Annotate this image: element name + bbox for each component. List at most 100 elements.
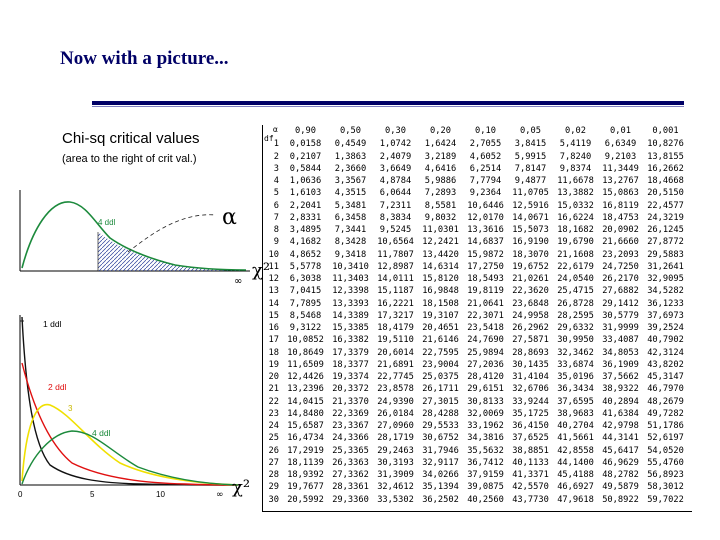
critical-value-cell: 39,0875: [467, 482, 504, 493]
critical-value-cell: 10,0852: [287, 335, 324, 346]
critical-value-cell: 12,3398: [332, 286, 369, 297]
df-cell: 26: [268, 445, 279, 456]
infinity-label: ∞: [234, 276, 242, 287]
critical-value-cell: 40,1133: [512, 457, 549, 468]
critical-value-cell: 33,5302: [377, 494, 414, 505]
critical-value-cell: 13,4420: [422, 249, 459, 260]
table-row: 18 10,8649 17,3379 20,6014 22,7595 25,9894 28,…: [263, 347, 688, 359]
critical-value-cell: 50,8922: [602, 494, 639, 505]
table-row: 28 18,9392 27,3362 31,3909 34,0266 37,9159 41,…: [263, 470, 688, 482]
critical-value-cell: 2,2041: [289, 200, 322, 211]
critical-value-cell: 34,0266: [422, 470, 459, 481]
critical-value-cell: 18,1139: [287, 457, 324, 468]
critical-value-cell: 11,6509: [287, 359, 324, 370]
critical-value-cell: 40,7902: [647, 335, 684, 346]
critical-value-cell: 10,8649: [287, 347, 324, 358]
column-header: 0,20: [430, 126, 451, 137]
critical-value-cell: 7,2893: [424, 188, 457, 199]
critical-value-cell: 28,4288: [422, 408, 459, 419]
curve-label-3ddl: 3: [68, 404, 73, 413]
critical-value-cell: 30,9950: [557, 335, 594, 346]
critical-value-cell: 16,9848: [422, 286, 459, 297]
table-row: 26 17,2919 25,3365 29,2463 31,7946 35,5632 38,…: [263, 445, 688, 457]
critical-value-cell: 34,8053: [602, 347, 639, 358]
critical-value-cell: 21,1608: [557, 249, 594, 260]
critical-value-cell: 21,6146: [422, 335, 459, 346]
critical-value-cell: 5,3481: [334, 200, 367, 211]
critical-value-cell: 43,8202: [647, 359, 684, 370]
critical-value-cell: 11,6678: [557, 176, 594, 187]
df-cell: 14: [268, 298, 279, 309]
critical-value-cell: 11,3449: [602, 163, 639, 174]
critical-value-cell: 16,3382: [332, 335, 369, 346]
table-row: 9 4,1682 8,3428 10,6564 12,2421 14,6837 16,919…: [263, 237, 688, 249]
critical-value-cell: 29,6332: [557, 323, 594, 334]
critical-value-cell: 29,1412: [602, 298, 639, 309]
critical-value-cell: 42,8558: [557, 445, 594, 456]
critical-value-cell: 1,3863: [334, 151, 367, 162]
table-row: 17 10,0852 16,3382 19,5110 21,6146 24,7690 27,…: [263, 335, 688, 347]
table-row: 10 4,8652 9,3418 11,7807 13,4420 15,9872 18,30…: [263, 249, 688, 261]
df-cell: 11: [268, 261, 279, 272]
critical-value-cell: 20,0902: [602, 225, 639, 236]
critical-value-cell: 22,6179: [557, 261, 594, 272]
critical-value-cell: 6,2514: [469, 163, 502, 174]
table-row: 2 0,2107 1,3863 2,4079 3,2189 4,6052 5,9915 7,8…: [263, 151, 688, 163]
critical-value-cell: 20,5150: [647, 188, 684, 199]
critical-value-cell: 23,8578: [377, 384, 414, 395]
critical-value-cell: 29,6151: [467, 384, 504, 395]
df-cell: 2: [273, 151, 279, 162]
critical-value-cell: 42,9798: [602, 421, 639, 432]
critical-value-cell: 44,3141: [602, 433, 639, 444]
critical-value-cell: 46,9629: [602, 457, 639, 468]
critical-value-cell: 43,7730: [512, 494, 549, 505]
critical-value-cell: 31,3909: [377, 470, 414, 481]
column-header: 0,05: [520, 126, 541, 137]
critical-value-cell: 6,3458: [334, 212, 367, 223]
df-cell: 24: [268, 421, 279, 432]
critical-value-cell: 24,7250: [602, 261, 639, 272]
x-tick-10: 10: [156, 490, 165, 499]
critical-value-cell: 15,6587: [287, 421, 324, 432]
slide-title: Now with a picture...: [60, 48, 229, 69]
critical-value-cell: 29,5883: [647, 249, 684, 260]
critical-value-cell: 36,4150: [512, 421, 549, 432]
critical-value-cell: 36,2502: [422, 494, 459, 505]
critical-value-cell: 18,3070: [512, 249, 549, 260]
critical-value-cell: 17,3217: [377, 310, 414, 321]
critical-value-cell: 26,3363: [332, 457, 369, 468]
table-row: 1 0,0158 0,4549 1,0742 1,6424 2,7055 3,8415 5,4…: [263, 139, 688, 151]
critical-value-cell: 33,4087: [602, 335, 639, 346]
table-row: 27 18,1139 26,3363 30,3193 32,9117 36,7412 40,…: [263, 458, 688, 470]
critical-value-cell: 13,3882: [557, 188, 594, 199]
table-row: 8 3,4895 7,3441 9,5245 11,0301 13,3616 15,5073…: [263, 225, 688, 237]
df-cell: 30: [268, 494, 279, 505]
critical-value-cell: 11,3403: [332, 274, 369, 285]
df-cell: 1: [273, 139, 279, 150]
critical-value-cell: 13,2396: [287, 384, 324, 395]
table-row: 4 1,0636 3,3567 4,8784 5,9886 7,7794 9,4877 11,…: [263, 176, 688, 188]
df-cell: 28: [268, 470, 279, 481]
critical-value-cell: 9,8374: [559, 163, 592, 174]
critical-value-cell: 34,5282: [647, 286, 684, 297]
critical-value-cell: 33,6874: [557, 359, 594, 370]
df-cell: 13: [268, 286, 279, 297]
critical-value-cell: 4,6052: [469, 151, 502, 162]
critical-value-cell: 17,2750: [467, 261, 504, 272]
critical-value-cell: 38,9322: [602, 384, 639, 395]
critical-value-cell: 32,3462: [557, 347, 594, 358]
table-row: 22 14,0415 21,3370 24,9390 27,3015 30,8133 33,…: [263, 396, 688, 408]
critical-value-cell: 26,1711: [422, 384, 459, 395]
critical-value-cell: 42,5570: [512, 482, 549, 493]
critical-value-cell: 23,3367: [332, 421, 369, 432]
title-rule-dark: [92, 101, 684, 105]
critical-value-cell: 9,2364: [469, 188, 502, 199]
shaded-tail-area: [98, 232, 242, 271]
critical-value-cell: 48,2679: [647, 396, 684, 407]
critical-value-cell: 15,9872: [467, 249, 504, 260]
critical-value-cell: 40,2704: [557, 421, 594, 432]
critical-value-cell: 11,0705: [512, 188, 549, 199]
df-cell: 9: [273, 237, 279, 248]
table-row: 29 19,7677 28,3361 32,4612 35,1394 39,0875 42,…: [263, 482, 688, 494]
critical-value-cell: 10,3410: [332, 261, 369, 272]
